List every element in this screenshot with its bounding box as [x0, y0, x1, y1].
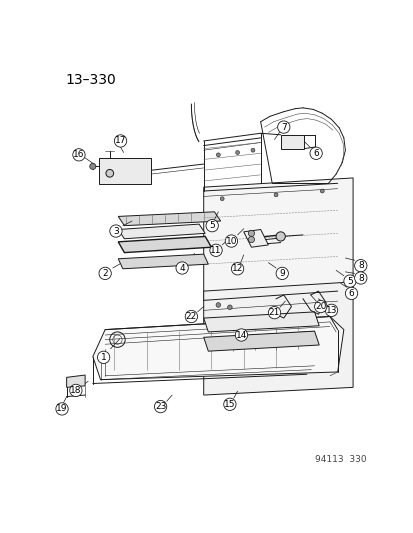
- Bar: [99, 158, 151, 184]
- Text: 5: 5: [346, 277, 352, 286]
- Circle shape: [216, 303, 220, 308]
- Polygon shape: [66, 375, 85, 387]
- Text: 11: 11: [210, 246, 221, 255]
- Polygon shape: [203, 282, 352, 395]
- Polygon shape: [203, 312, 318, 332]
- Circle shape: [248, 230, 254, 237]
- Text: 8: 8: [357, 273, 363, 282]
- Circle shape: [73, 149, 85, 161]
- Text: 4: 4: [179, 263, 185, 272]
- Circle shape: [227, 305, 232, 310]
- Polygon shape: [93, 317, 343, 379]
- Circle shape: [206, 220, 218, 232]
- Text: 1: 1: [100, 353, 106, 362]
- Circle shape: [235, 151, 239, 155]
- Text: 8: 8: [357, 261, 363, 270]
- Circle shape: [325, 304, 337, 317]
- Circle shape: [268, 306, 280, 319]
- Circle shape: [354, 260, 366, 272]
- Circle shape: [97, 351, 109, 364]
- Text: 21: 21: [268, 308, 280, 317]
- Text: 23: 23: [154, 402, 166, 411]
- Circle shape: [220, 197, 223, 200]
- Circle shape: [223, 398, 235, 410]
- Text: 18: 18: [70, 386, 81, 395]
- Circle shape: [275, 267, 288, 280]
- Text: 10: 10: [225, 237, 237, 246]
- Polygon shape: [118, 212, 220, 225]
- Circle shape: [176, 262, 188, 274]
- Text: 15: 15: [223, 400, 235, 409]
- Circle shape: [106, 169, 113, 177]
- Circle shape: [56, 403, 68, 415]
- Text: 12: 12: [231, 264, 243, 273]
- Polygon shape: [203, 178, 352, 301]
- Text: 16: 16: [73, 150, 85, 159]
- Text: 3: 3: [113, 227, 119, 236]
- Text: 20: 20: [314, 302, 325, 311]
- Text: 2: 2: [102, 269, 108, 278]
- Polygon shape: [118, 254, 208, 269]
- Text: 19: 19: [56, 405, 68, 414]
- Text: 6: 6: [348, 289, 354, 298]
- Circle shape: [185, 310, 197, 322]
- Circle shape: [314, 301, 326, 313]
- Circle shape: [90, 163, 96, 169]
- Circle shape: [69, 384, 82, 397]
- Circle shape: [343, 275, 355, 287]
- Text: 22: 22: [185, 312, 197, 321]
- Text: 9: 9: [279, 269, 285, 278]
- Text: 14: 14: [235, 330, 247, 340]
- Polygon shape: [243, 230, 268, 247]
- Polygon shape: [203, 331, 318, 351]
- Circle shape: [231, 263, 243, 275]
- Text: 5: 5: [209, 221, 214, 230]
- Polygon shape: [118, 224, 205, 239]
- Circle shape: [248, 237, 254, 243]
- Text: 94113  330: 94113 330: [315, 455, 366, 464]
- Circle shape: [209, 244, 222, 256]
- Circle shape: [109, 225, 122, 237]
- Polygon shape: [118, 237, 211, 253]
- Text: 17: 17: [114, 136, 126, 146]
- Circle shape: [320, 189, 323, 193]
- Circle shape: [273, 193, 278, 197]
- Text: 7: 7: [280, 123, 286, 132]
- Circle shape: [99, 267, 111, 280]
- Circle shape: [235, 329, 247, 341]
- Circle shape: [154, 400, 166, 413]
- Circle shape: [225, 235, 237, 247]
- Circle shape: [309, 147, 321, 159]
- Circle shape: [216, 153, 220, 157]
- Circle shape: [114, 135, 126, 147]
- Circle shape: [277, 121, 289, 133]
- Bar: [280, 135, 303, 149]
- Circle shape: [275, 232, 285, 241]
- Text: 6: 6: [313, 149, 318, 158]
- Text: 13: 13: [325, 306, 337, 315]
- Circle shape: [250, 148, 254, 152]
- Text: 13–330: 13–330: [65, 73, 116, 87]
- Circle shape: [344, 287, 357, 300]
- Circle shape: [354, 272, 366, 284]
